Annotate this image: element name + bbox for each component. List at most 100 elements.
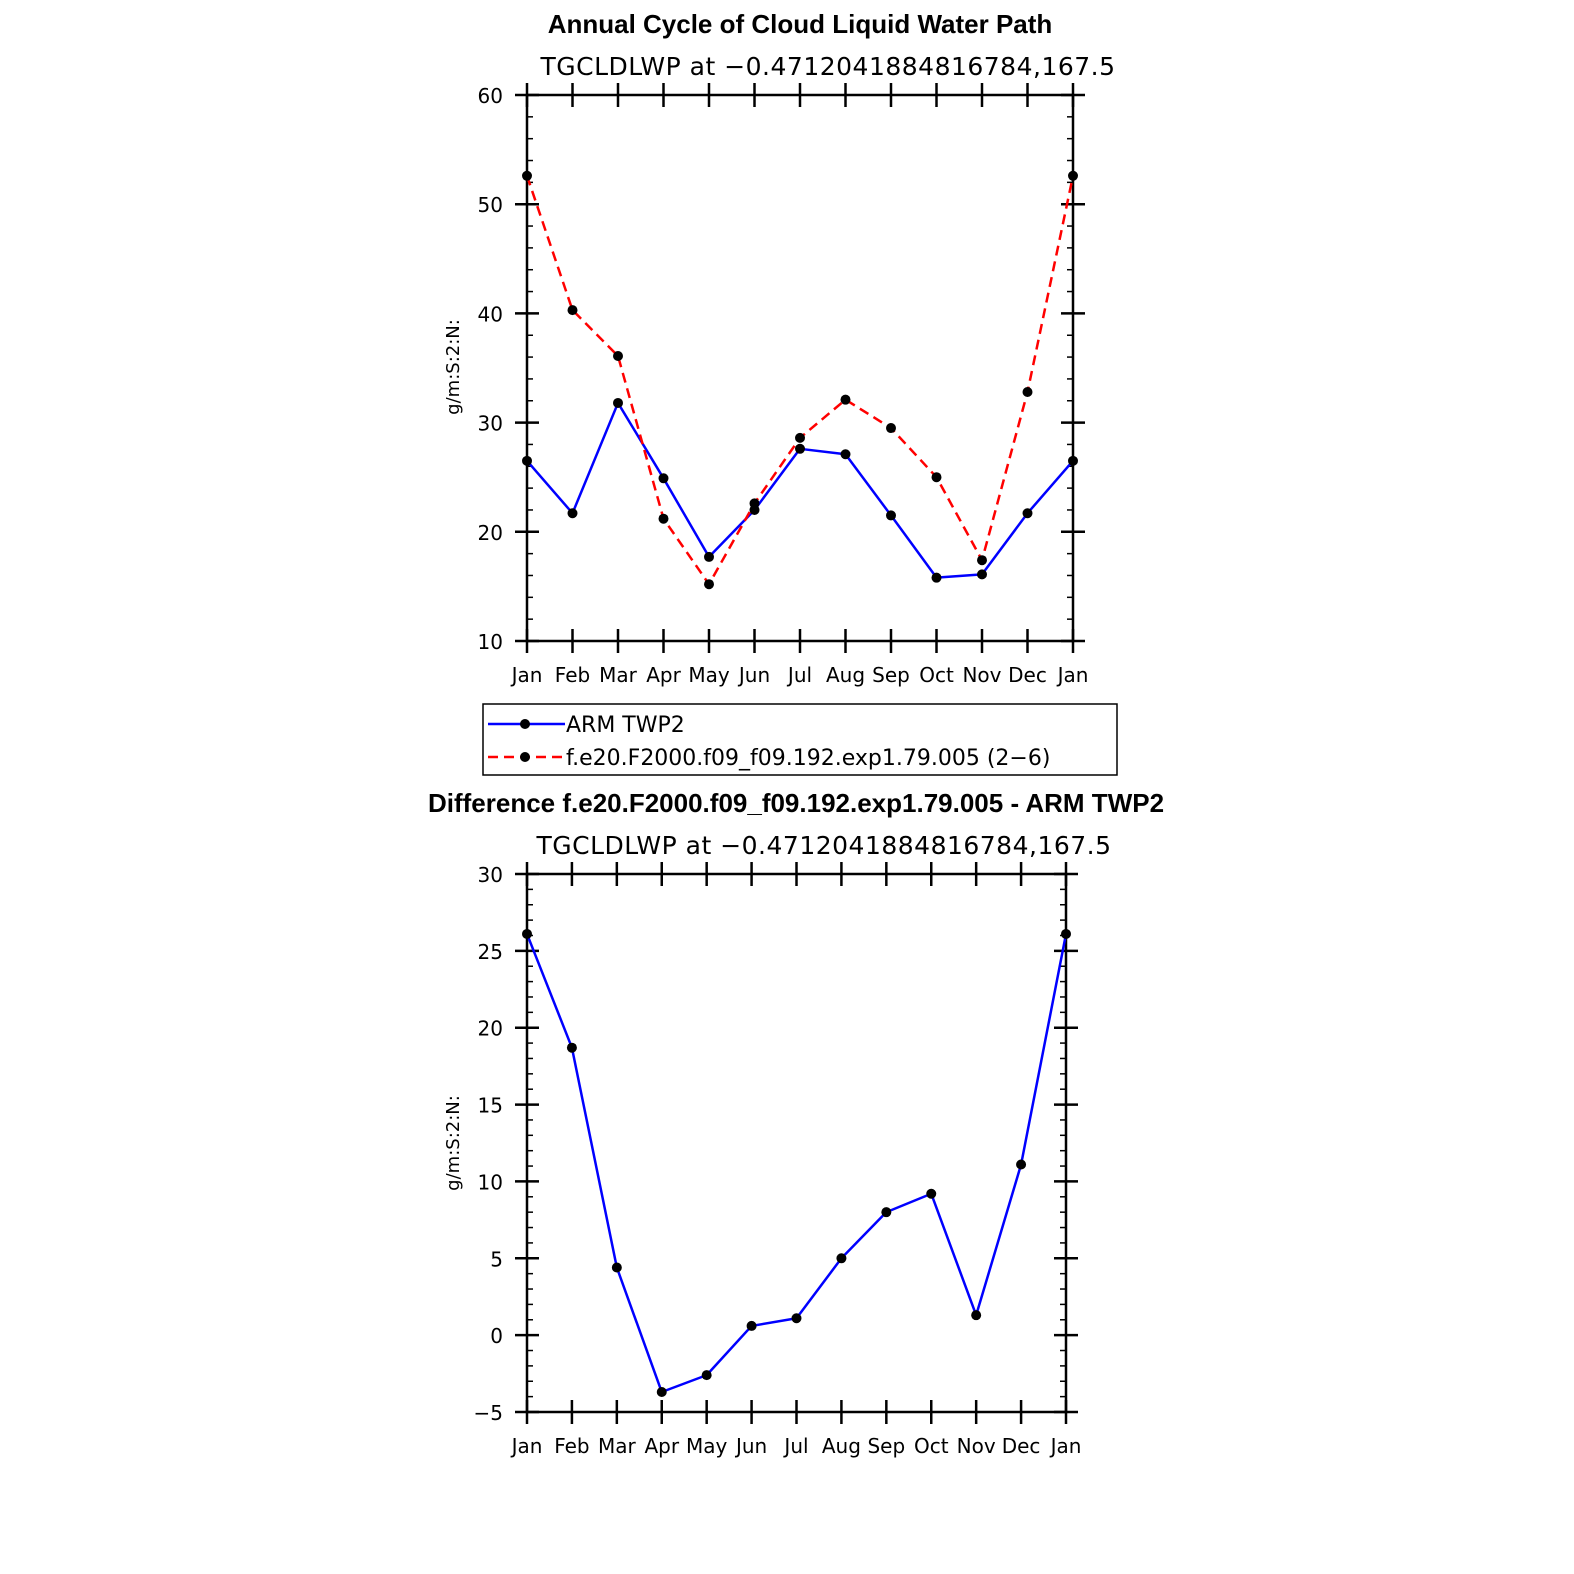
data-point: [1022, 508, 1033, 519]
x-tick-label: Dec: [1008, 663, 1047, 687]
x-tick-label: Jan: [510, 1434, 543, 1458]
data-point: [658, 473, 669, 484]
data-point: [886, 510, 896, 521]
data-point: [1061, 928, 1071, 939]
data-point: [704, 551, 714, 562]
x-tick-label: Apr: [644, 1434, 679, 1458]
data-point: [971, 1310, 982, 1321]
data-point: [795, 443, 805, 454]
difference-chart: Difference f.e20.F2000.f09_f09.192.exp1.…: [428, 788, 1164, 1458]
series-line: [526, 401, 1074, 579]
chart-title: Difference f.e20.F2000.f09_f09.192.exp1.…: [428, 788, 1164, 818]
data-point: [840, 394, 851, 405]
x-tick-label: Jul: [782, 1434, 808, 1458]
chart-subtitle: TGCLDLWP at −0.4712041884816784,167.5: [535, 831, 1111, 860]
y-tick-label: 30: [478, 863, 503, 887]
y-tick-label: 0: [490, 1324, 503, 1348]
data-point: [836, 1253, 847, 1264]
x-tick-label: Jun: [734, 1434, 767, 1458]
series-layer: [522, 170, 1078, 590]
plot-axes: −5 0 5 10 15 20 25 30 Jan Feb Mar Apr May Jun Jul Aug Se…: [474, 862, 1082, 1458]
y-tick-label: 25: [478, 940, 503, 964]
data-point: [613, 397, 623, 408]
chart-subtitle: TGCLDLWP at −0.4712041884816784,167.5: [539, 52, 1115, 81]
y-tick-label: 50: [478, 193, 503, 217]
data-point: [746, 1320, 757, 1331]
data-point: [977, 555, 987, 566]
x-tick-label: Jan: [1049, 1434, 1082, 1458]
y-axis-label: g/m:S:2:N:: [443, 319, 464, 415]
y-tick-label: 60: [478, 84, 503, 108]
x-tick-label: Aug: [822, 1434, 861, 1458]
x-tick-label: Jun: [737, 663, 770, 687]
y-tick-label: 30: [478, 412, 503, 436]
data-point: [522, 170, 532, 181]
legend-marker-model: [520, 752, 530, 762]
data-point: [611, 1262, 622, 1273]
x-tick-label: May: [688, 663, 730, 687]
x-tick-label: Dec: [1002, 1434, 1041, 1458]
x-tick-label: Mar: [599, 663, 638, 687]
x-tick-label: Oct: [914, 1434, 949, 1458]
legend-label-arm: ARM TWP2: [566, 713, 685, 738]
x-tick-label: Oct: [919, 663, 954, 687]
data-point: [931, 572, 942, 583]
annual-cycle-chart: Annual Cycle of Cloud Liquid Water Path …: [443, 9, 1118, 776]
data-point: [656, 1387, 667, 1398]
data-point: [1022, 387, 1033, 398]
x-tick-label: Jan: [510, 663, 543, 687]
data-point: [795, 432, 805, 443]
data-point: [931, 472, 942, 483]
data-point: [701, 1370, 712, 1381]
legend-label-model: f.e20.F2000.f09_f09.192.exp1.79.005 (2−6…: [566, 746, 1050, 771]
data-point: [791, 1313, 802, 1324]
legend-box: [482, 703, 1118, 776]
x-tick-label: Mar: [598, 1434, 637, 1458]
x-tick-label: Apr: [646, 663, 681, 687]
data-point: [886, 423, 896, 434]
series-line: [525, 933, 1068, 1394]
data-point: [566, 1042, 577, 1053]
y-tick-label: 15: [478, 1094, 503, 1118]
plot-frame: [525, 872, 1068, 1414]
data-point: [567, 508, 578, 519]
x-tick-label: Sep: [867, 1434, 905, 1458]
data-point: [613, 350, 623, 361]
x-tick-label: Sep: [872, 663, 910, 687]
data-point: [704, 579, 714, 590]
data-point: [977, 569, 987, 580]
data-point: [567, 305, 578, 316]
y-tick-label: 10: [478, 1170, 503, 1194]
data-point: [1016, 1159, 1027, 1170]
y-axis-label: g/m:S:2:N:: [443, 1095, 464, 1191]
series-layer: [522, 928, 1071, 1398]
x-tick-label: Nov: [957, 1434, 996, 1458]
data-point: [1068, 455, 1078, 466]
x-tick-label: Feb: [554, 1434, 589, 1458]
plot-frame: [525, 93, 1075, 643]
legend: ARM TWP2 f.e20.F2000.f09_f09.192.exp1.79…: [482, 703, 1118, 776]
x-tick-label: May: [686, 1434, 728, 1458]
data-point: [926, 1188, 937, 1199]
data-point: [1068, 170, 1078, 181]
legend-marker-arm: [520, 719, 530, 729]
data-point: [658, 513, 669, 524]
x-tick-label: Jul: [786, 663, 812, 687]
y-tick-label: 20: [478, 1017, 503, 1041]
plot-axes: 10 20 30 40 50 60 Jan Feb Mar Apr May Jun Jul Aug Sep O…: [478, 83, 1089, 687]
data-point: [522, 928, 532, 939]
chart-title: Annual Cycle of Cloud Liquid Water Path: [548, 9, 1053, 39]
y-tick-label: 40: [478, 302, 503, 326]
x-tick-label: Aug: [826, 663, 865, 687]
data-point: [522, 455, 532, 466]
y-tick-label: 20: [478, 521, 503, 545]
data-point: [749, 498, 760, 509]
x-tick-label: Feb: [555, 663, 590, 687]
y-tick-label: −5: [474, 1401, 503, 1425]
y-tick-label: 5: [490, 1247, 503, 1271]
data-point: [840, 449, 851, 460]
x-tick-label: Nov: [962, 663, 1001, 687]
series-line: [525, 175, 1075, 586]
x-tick-label: Jan: [1056, 663, 1089, 687]
